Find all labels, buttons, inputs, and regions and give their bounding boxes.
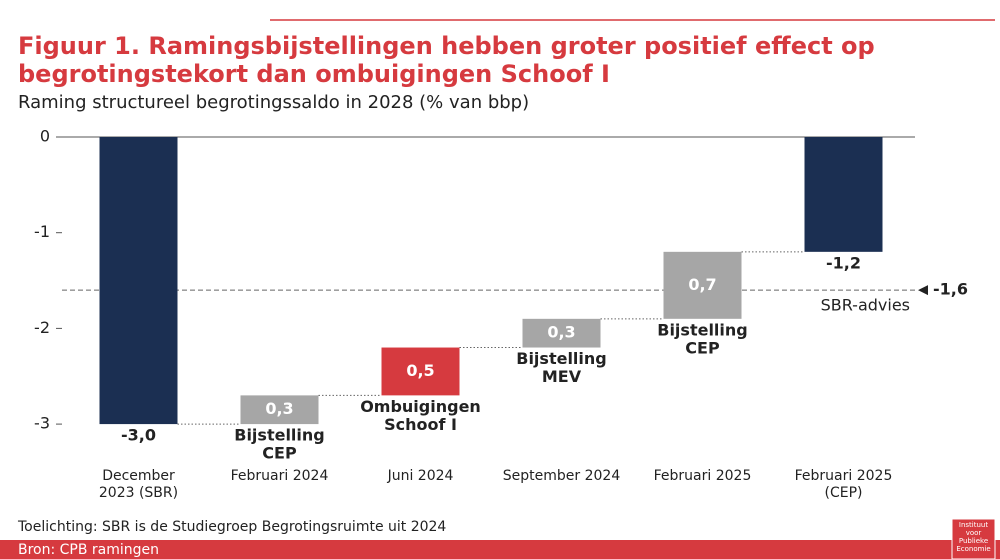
value-label: 0,3 — [265, 399, 293, 418]
bar-label: CEP — [685, 338, 720, 357]
logo-text: Instituut — [959, 521, 988, 529]
x-tick-label: Februari 2024 — [231, 468, 329, 484]
bar — [99, 137, 178, 425]
bar-label: Ombuigingen — [360, 397, 481, 416]
value-label: -1,2 — [826, 253, 861, 272]
chart-subtitle: Raming structureel begrotingssaldo in 20… — [18, 92, 529, 113]
bar-label: CEP — [262, 444, 297, 463]
logo — [951, 518, 996, 559]
x-tick-label: 2023 (SBR) — [99, 485, 178, 501]
bar-label: Bijstelling — [234, 426, 324, 445]
value-label: 0,3 — [547, 323, 575, 342]
logo-text: voor — [966, 529, 982, 537]
chart-title: Figuur 1. Ramingsbijstellingen hebben gr… — [18, 32, 875, 60]
source: Bron: CPB ramingen — [18, 542, 159, 558]
reference-name: SBR-advies — [821, 296, 910, 315]
bar — [522, 318, 601, 348]
chart-title: begrotingstekort dan ombuigingen Schoof … — [18, 60, 610, 88]
x-tick-label: Juni 2024 — [387, 468, 454, 484]
value-label: -3,0 — [121, 426, 156, 445]
y-tick-label: 0 — [40, 127, 50, 146]
bar-label: Schoof I — [384, 415, 457, 434]
value-label: 0,5 — [406, 361, 434, 380]
y-tick-label: -2 — [34, 318, 50, 337]
bar — [240, 395, 319, 425]
note: Toelichting: SBR is de Studiegroep Begro… — [17, 519, 446, 535]
value-label: 0,7 — [688, 275, 716, 294]
x-tick-label: Februari 2025 — [795, 468, 893, 484]
logo-text: Economie — [956, 545, 990, 553]
x-tick-label: (CEP) — [825, 485, 863, 501]
x-tick-label: December — [102, 468, 175, 484]
bar-label: MEV — [542, 367, 582, 386]
bar-label: Bijstelling — [516, 349, 606, 368]
reference-marker — [918, 285, 928, 296]
bar-label: Bijstelling — [657, 320, 747, 339]
y-tick-label: -1 — [34, 222, 50, 241]
reference-label: -1,6 — [933, 280, 968, 299]
bar — [663, 251, 742, 319]
y-tick-label: -3 — [34, 414, 50, 433]
footer-band — [0, 540, 1000, 559]
x-tick-label: September 2024 — [503, 468, 621, 484]
bar — [804, 137, 883, 252]
bar — [381, 347, 460, 396]
x-tick-label: Februari 2025 — [654, 468, 752, 484]
logo-text: Publieke — [959, 537, 988, 545]
